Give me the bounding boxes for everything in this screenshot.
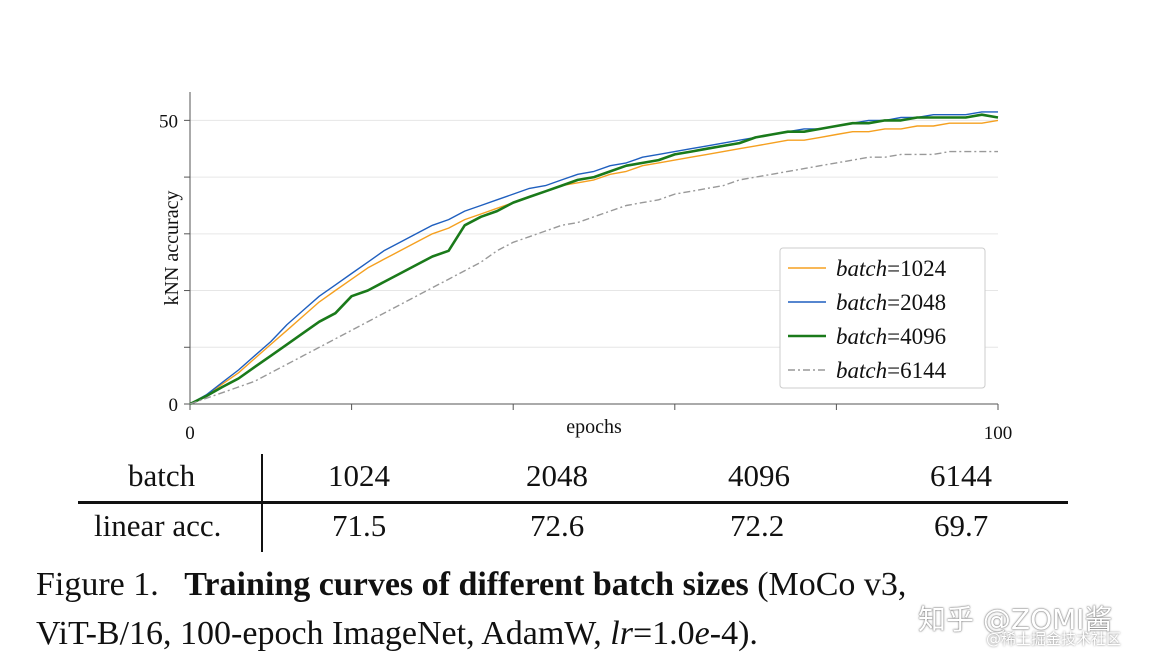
results-table: batch 1024 2048 4096 6144 linear acc. 71…	[78, 452, 1068, 552]
legend-label-1024: batch=1024	[836, 256, 947, 281]
table-col-4096: 4096	[728, 458, 790, 493]
series-line-4096	[189, 113, 999, 406]
legend-label-6144: batch=6144	[836, 358, 947, 383]
caption-prefix: Figure 1.	[36, 566, 159, 603]
watermark-sub: @稀土掘金技术社区	[986, 630, 1122, 648]
caption-lr-e: e	[694, 615, 710, 652]
caption-line2: ViT-B/16, 100-epoch ImageNet, AdamW,	[36, 615, 611, 652]
caption-rest: (MoCo v3,	[748, 566, 907, 603]
table-row-label: linear acc.	[94, 508, 222, 543]
ticks: 0 100 0 50	[159, 111, 1012, 444]
caption-lr-eq: =1.0	[632, 615, 695, 652]
y-tick-label-50: 50	[159, 111, 178, 132]
table-rule	[78, 501, 1068, 504]
x-axis-label: epochs	[566, 416, 622, 438]
table-value-2048: 72.6	[530, 508, 585, 543]
table-header-label: batch	[128, 458, 196, 493]
caption-bold: Training curves of different batch sizes	[184, 566, 749, 603]
y-axis-label: kNN accuracy	[161, 191, 183, 306]
table-row: linear acc. 71.5 72.6 72.2 69.7	[78, 502, 1068, 552]
legend-box	[779, 247, 986, 389]
legend: batch=1024 batch=2048 batch=4096 batch=6144	[779, 247, 986, 389]
legend-label-4096: batch=4096	[836, 324, 946, 349]
series-lines	[189, 111, 999, 406]
series-line-2048	[189, 111, 998, 405]
x-tick-label-0: 0	[185, 423, 195, 444]
figure-caption: Figure 1. Training curves of different b…	[36, 560, 1146, 658]
table-value-6144: 69.7	[934, 508, 989, 543]
axes	[189, 92, 998, 405]
caption-lr-tail: -4).	[709, 615, 758, 652]
x-tick-label-100: 100	[984, 423, 1013, 444]
table-col-6144: 6144	[930, 458, 992, 493]
table-col-1024: 1024	[328, 458, 390, 493]
table-value-4096: 72.2	[730, 508, 785, 543]
y-tick-label-0: 0	[169, 395, 179, 416]
table-header-row: batch 1024 2048 4096 6144	[78, 452, 1068, 504]
series-line-1024	[189, 119, 999, 405]
legend-label-2048: batch=2048	[836, 290, 946, 315]
watermark: 知乎 @ZOMI酱	[918, 603, 1113, 636]
table-col-2048: 2048	[526, 458, 588, 493]
series-line-6144	[189, 150, 998, 405]
table-value-1024: 71.5	[332, 508, 387, 543]
caption-lr: lr	[610, 615, 633, 652]
